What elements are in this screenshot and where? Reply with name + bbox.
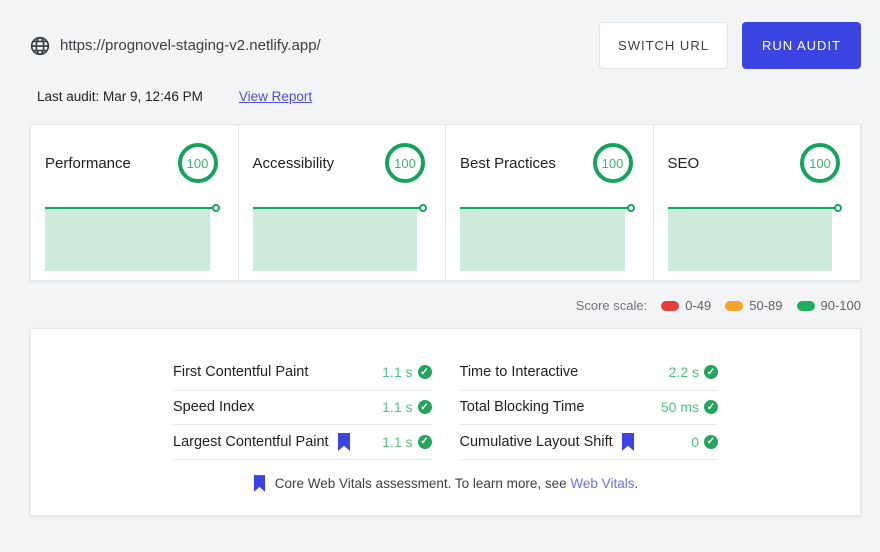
web-vitals-link[interactable]: Web Vitals <box>570 476 635 492</box>
sparkline-point <box>419 204 427 212</box>
red-pill-icon <box>661 300 680 311</box>
last-audit-row: Last audit: Mar 9, 12:46 PM View Report <box>0 69 880 104</box>
score-ring: 100 <box>592 143 633 183</box>
header-actions: SWITCH URL RUN AUDIT <box>599 22 861 69</box>
bookmark-icon <box>337 432 350 451</box>
metric-value: 1.1 s <box>382 364 413 381</box>
core-web-vitals-note: Core Web Vitals assessment. To learn mor… <box>31 475 860 492</box>
header: https://prognovel-staging-v2.netlify.app… <box>0 0 880 69</box>
score-card-title: Performance <box>45 154 131 172</box>
metric-speed-index: Speed Index 1.1 s ✓ <box>173 391 432 426</box>
scale-range-fail: 0-49 <box>661 298 711 313</box>
score-card-best-practices[interactable]: Best Practices 100 <box>446 125 654 280</box>
check-icon: ✓ <box>704 400 718 415</box>
view-report-link[interactable]: View Report <box>238 89 313 104</box>
metric-largest-contentful-paint: Largest Contentful Paint 1.1 s ✓ <box>173 425 432 461</box>
score-sparkline <box>45 204 220 271</box>
sparkline-point <box>626 204 635 212</box>
check-icon: ✓ <box>417 434 432 449</box>
metric-cumulative-layout-shift: Cumulative Layout Shift 0 ✓ <box>459 425 718 461</box>
metric-value: 1.1 s <box>382 399 413 416</box>
sparkline-point <box>211 204 220 212</box>
current-url-group: https://prognovel-staging-v2.netlify.app… <box>30 36 321 56</box>
score-cards: Performance 100 Accessibility 100 Best P… <box>30 124 861 281</box>
score-sparkline <box>460 204 635 271</box>
metric-value: 2.2 s <box>668 364 699 381</box>
green-pill-icon <box>796 300 815 311</box>
check-icon: ✓ <box>417 400 432 415</box>
check-icon: ✓ <box>704 434 718 449</box>
note-text: Core Web Vitals assessment. To learn mor… <box>274 476 567 492</box>
score-sparkline <box>252 204 427 271</box>
switch-url-button[interactable]: SWITCH URL <box>599 22 728 69</box>
metric-value: 1.1 s <box>382 433 413 450</box>
metric-value: 0 <box>691 433 699 450</box>
score-card-seo[interactable]: SEO 100 <box>654 125 861 280</box>
score-card-title: Best Practices <box>460 154 556 172</box>
globe-icon <box>30 36 50 55</box>
score-scale-label: Score scale: <box>575 298 648 313</box>
score-scale-legend: Score scale: 0-49 50-89 90-100 <box>30 298 861 313</box>
bookmark-icon <box>253 475 265 492</box>
sparkline-point <box>834 204 842 212</box>
metric-value: 50 ms <box>660 399 699 416</box>
score-card-accessibility[interactable]: Accessibility 100 <box>239 125 446 280</box>
bookmark-icon <box>621 432 634 451</box>
orange-pill-icon <box>725 300 744 311</box>
last-audit-label: Last audit: Mar 9, 12:46 PM <box>37 89 203 104</box>
metric-time-to-interactive: Time to Interactive 2.2 s ✓ <box>459 356 718 391</box>
metric-first-contentful-paint: First Contentful Paint 1.1 s ✓ <box>173 356 432 391</box>
run-audit-button[interactable]: RUN AUDIT <box>741 22 861 69</box>
metric-total-blocking-time: Total Blocking Time 50 ms ✓ <box>459 391 718 426</box>
score-card-performance[interactable]: Performance 100 <box>31 125 239 280</box>
check-icon: ✓ <box>704 365 718 380</box>
score-card-title: SEO <box>667 154 700 172</box>
check-icon: ✓ <box>417 365 432 380</box>
scale-range-average: 50-89 <box>725 298 783 313</box>
score-sparkline <box>667 204 842 271</box>
current-url: https://prognovel-staging-v2.netlify.app… <box>60 37 321 54</box>
score-ring: 100 <box>177 143 218 183</box>
score-ring: 100 <box>385 143 425 183</box>
metrics-panel: First Contentful Paint 1.1 s ✓ Time to I… <box>30 328 861 516</box>
score-ring: 100 <box>800 143 840 183</box>
scale-range-pass: 90-100 <box>796 298 861 313</box>
score-card-title: Accessibility <box>252 154 335 172</box>
